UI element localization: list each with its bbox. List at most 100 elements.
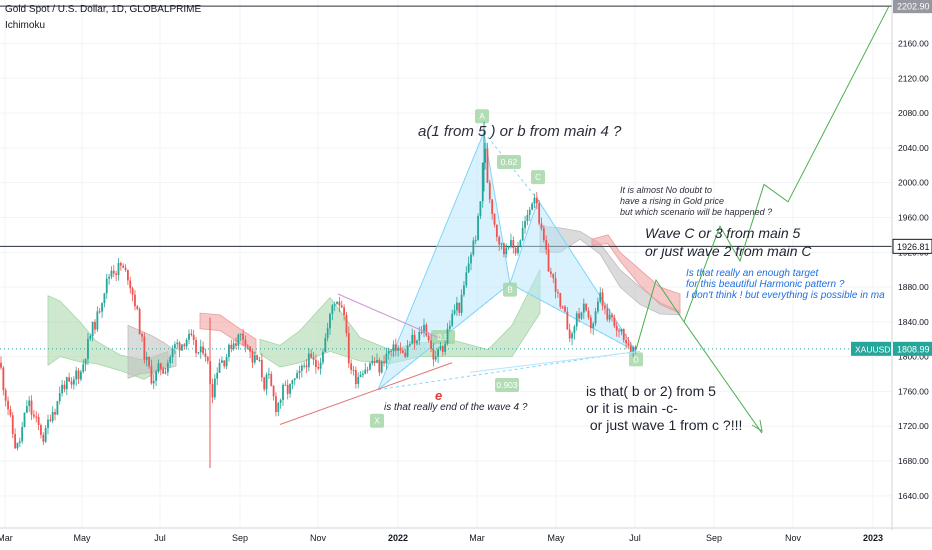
projection-line: [683, 321, 763, 434]
candle-body: [521, 227, 524, 241]
y-tick-label: 1800.00: [898, 352, 929, 362]
candle-body: [604, 305, 606, 309]
candle-body: [470, 254, 472, 264]
symbol-tag: XAUUSD: [851, 341, 891, 356]
candle-body: [310, 353, 313, 358]
y-tick-label: 2160.00: [898, 38, 929, 48]
candle-body: [98, 311, 101, 313]
candle-body: [256, 355, 259, 361]
candle-body: [291, 380, 294, 385]
candle-body: [110, 270, 113, 277]
candle-body: [138, 309, 141, 334]
price-tag-current: 1808.99: [893, 341, 932, 356]
candle-body: [404, 352, 407, 357]
y-tick-label: 2120.00: [898, 73, 929, 83]
candle-body: [430, 340, 432, 349]
candle-body: [49, 419, 52, 421]
candle-body: [517, 246, 519, 254]
candle-body: [587, 310, 590, 318]
candle-body: [131, 288, 134, 295]
candle-body: [559, 292, 562, 307]
ichimoku-cloud: [47, 225, 681, 380]
candle-body: [340, 305, 343, 308]
candle-body: [119, 263, 122, 266]
candle-body: [148, 356, 150, 367]
price-tags: 2202.90 1926.81 1808.99 XAUUSD: [851, 0, 932, 356]
x-tick-label: Jul: [154, 533, 166, 543]
candle-body: [425, 324, 428, 336]
candle-body: [423, 324, 425, 333]
candle-body: [437, 349, 439, 357]
pattern-point-x: X: [370, 413, 384, 428]
svg-text:2202.90: 2202.90: [897, 2, 930, 12]
candle-body: [354, 370, 357, 385]
candle-body: [542, 228, 545, 241]
x-tick-label: Nov: [785, 533, 802, 543]
candle-body: [270, 374, 273, 386]
candle-body: [416, 340, 418, 344]
candle-body: [512, 240, 515, 248]
candle-body: [493, 213, 496, 225]
candle-body: [249, 346, 251, 352]
annotation-line: Is that really an enough target: [686, 268, 820, 279]
candle-body: [199, 346, 202, 353]
candle-body: [25, 406, 28, 413]
candle-body: [188, 333, 190, 340]
candle-body: [134, 294, 136, 307]
candle-body: [82, 364, 85, 372]
candle-body: [0, 362, 2, 368]
indicator-label[interactable]: Ichimoku: [5, 20, 46, 31]
annotation-line: for this beautiful Harmonic pattern ?: [686, 279, 845, 290]
candle-body: [540, 223, 543, 229]
candle-body: [352, 370, 355, 372]
candle-body: [94, 321, 96, 330]
candle-body: [486, 148, 489, 183]
projection-line: [635, 278, 685, 350]
candle-body: [606, 308, 609, 320]
candle-body: [117, 263, 120, 275]
candle-body: [279, 400, 282, 403]
candle-body: [272, 385, 275, 397]
candle-body: [514, 247, 517, 254]
candle-body: [300, 365, 303, 371]
candle-body: [155, 371, 157, 381]
candle-body: [319, 362, 322, 369]
candle-body: [561, 306, 564, 308]
chart-header-title: Gold Spot / U.S. Dollar, 1D, GLOBALPRIME: [5, 4, 202, 15]
candle-body: [507, 246, 510, 248]
candle-body: [61, 384, 63, 394]
time-axis[interactable]: Mar May Jul Sep Nov 2022 Mar May Jul Sep Nov 2023: [0, 527, 932, 543]
candle-body: [458, 302, 461, 313]
candle-body: [625, 340, 627, 344]
candle-body: [54, 412, 56, 415]
y-tick-label: 1960.00: [898, 212, 929, 222]
pattern-point-a: A: [475, 109, 489, 124]
candle-body: [566, 311, 569, 330]
candle-body: [162, 368, 165, 374]
candle-body: [397, 347, 400, 351]
candle-body: [152, 380, 155, 384]
candle-body: [84, 359, 87, 365]
candle-body: [89, 336, 92, 339]
candle-body: [303, 365, 306, 367]
candle-body: [629, 345, 632, 353]
candle-body: [18, 441, 21, 443]
candle-body: [329, 313, 331, 329]
candle-body: [383, 361, 385, 363]
candle-body: [253, 355, 256, 363]
candle-body: [535, 197, 538, 204]
svg-text:B: B: [507, 286, 512, 295]
candle-body: [9, 409, 12, 416]
candle-body: [533, 197, 536, 204]
candle-body: [460, 294, 463, 313]
cloud-segment: [259, 269, 541, 368]
candle-body: [446, 328, 449, 344]
candle-body: [40, 424, 42, 435]
candle-body: [105, 278, 108, 294]
candle-body: [33, 414, 35, 417]
candle-body: [601, 292, 604, 306]
candle-body: [23, 412, 26, 428]
candle-body: [369, 363, 371, 370]
